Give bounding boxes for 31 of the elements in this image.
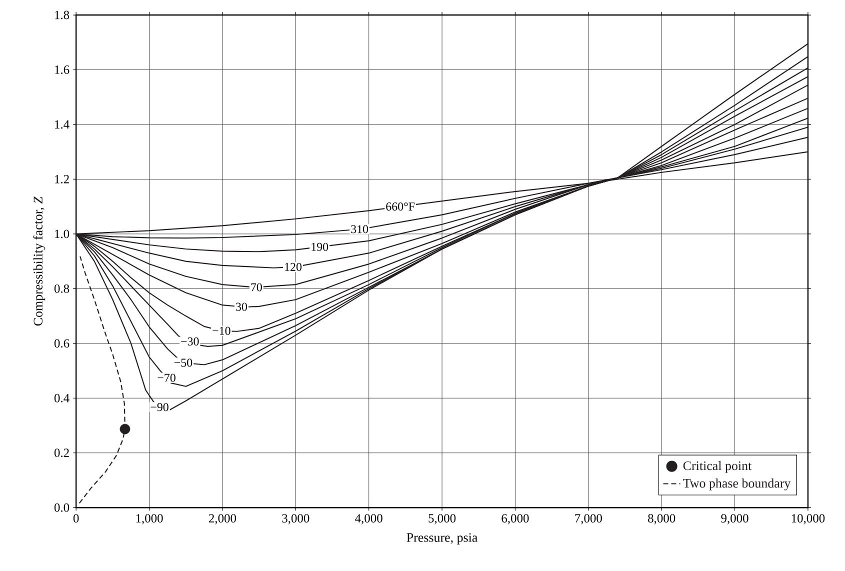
y-tick-label: 1.8	[55, 10, 70, 20]
y-tick-label: 0.6	[54, 339, 70, 348]
y-axis-title: Compressibility factor, Z	[33, 196, 46, 326]
y-tick-label: 1.4	[55, 120, 70, 129]
series-label: −70	[158, 374, 176, 382]
x-tick-label: 5,000	[428, 514, 456, 524]
series-label: −30	[181, 338, 199, 346]
legend-label: Two phase boundary	[683, 478, 791, 490]
x-tick-label: 3,000	[282, 514, 310, 524]
x-tick-label: 0	[73, 514, 79, 523]
series-label: 660°F	[386, 202, 415, 211]
y-tick-label: 1.2	[55, 175, 69, 184]
legend-label: Critical point	[683, 461, 752, 473]
y-tick-label: 0.8	[54, 284, 70, 294]
x-tick-label: 4,000	[355, 514, 382, 524]
x-tick-label: 10,000	[792, 514, 825, 524]
y-tick-label: 0.0	[54, 504, 70, 512]
y-tick-label: 1.6	[55, 66, 70, 74]
x-tick-label: 9,000	[721, 514, 748, 524]
x-tick-label: 7,000	[575, 514, 602, 524]
y-tick-label: 0.2	[54, 448, 69, 458]
x-tick-label: 1,000	[136, 514, 163, 524]
series-label: 30	[236, 302, 248, 311]
x-axis-title: Pressure, psia	[406, 533, 478, 545]
y-tick-label: 0.4	[54, 394, 70, 403]
x-tick-label: 6,000	[502, 514, 529, 524]
x-tick-label: 2,000	[208, 514, 236, 524]
x-tick-label: 8,000	[648, 514, 676, 524]
y-tick-label: 1.0	[55, 230, 70, 238]
series-label: 190	[312, 242, 328, 252]
series-label: 70	[251, 283, 262, 292]
